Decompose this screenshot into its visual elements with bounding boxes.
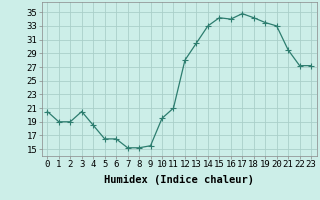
X-axis label: Humidex (Indice chaleur): Humidex (Indice chaleur) <box>104 175 254 185</box>
